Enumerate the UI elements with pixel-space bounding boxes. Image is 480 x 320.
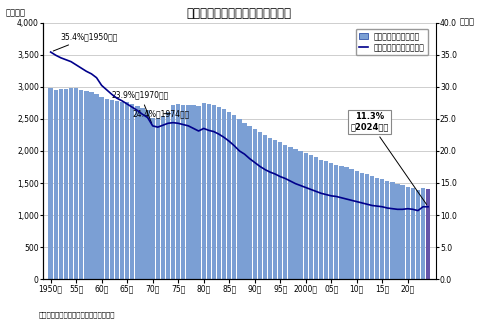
Bar [217,107,221,279]
Bar [222,109,226,279]
Bar [309,155,313,279]
Bar [416,190,420,279]
Bar [89,92,94,279]
Bar [288,147,293,279]
Bar [192,105,196,279]
Bar [303,153,308,279]
Y-axis label: （％）: （％） [460,17,475,26]
Bar [426,189,430,279]
Bar [268,138,272,279]
Legend: こどもの数（左目盛）, こどもの割合（右目盛）: こどもの数（左目盛）, こどもの割合（右目盛） [356,29,428,55]
Bar [390,182,395,279]
Bar [202,103,206,279]
Bar [59,89,63,279]
Bar [258,132,262,279]
Bar [48,88,53,279]
Bar [140,108,144,279]
Bar [151,118,155,279]
Bar [64,89,68,279]
Bar [176,105,180,279]
Bar [252,129,257,279]
Bar [400,185,405,279]
Text: 11.3%
（2024年）: 11.3% （2024年） [350,112,427,204]
Text: 23.9%（1970年）: 23.9%（1970年） [112,91,169,123]
Bar [375,178,379,279]
Bar [411,188,415,279]
Bar [181,105,185,279]
Bar [95,94,99,279]
Bar [283,145,288,279]
Bar [273,140,277,279]
Bar [396,184,400,279]
Bar [105,99,109,279]
Bar [115,101,119,279]
Bar [329,163,334,279]
Text: 24.4%（1974年）: 24.4%（1974年） [132,109,190,118]
Bar [421,188,425,279]
Text: 資料：　「国勢調査」及び「人口推計」: 資料： 「国勢調査」及び「人口推計」 [38,312,115,318]
Bar [349,169,354,279]
Bar [278,142,282,279]
Bar [370,176,374,279]
Text: 35.4%（1950年）: 35.4%（1950年） [53,32,118,51]
Bar [206,104,211,279]
Bar [227,112,231,279]
Bar [360,173,364,279]
Bar [54,90,58,279]
Bar [314,157,318,279]
Bar [237,119,241,279]
Bar [385,181,389,279]
Bar [365,174,369,279]
Bar [334,165,338,279]
Bar [355,171,359,279]
Bar [84,91,88,279]
Bar [406,187,410,279]
Bar [130,104,134,279]
Bar [74,88,78,279]
Bar [344,167,348,279]
Bar [110,100,114,279]
Bar [166,112,170,279]
Bar [339,166,344,279]
Bar [196,106,201,279]
Bar [125,102,129,279]
Bar [324,161,328,279]
Bar [299,151,303,279]
Bar [263,135,267,279]
Title: 図３　こどもの数及び割合の推移: 図３ こどもの数及び割合の推移 [187,7,292,20]
Bar [156,118,160,279]
Y-axis label: （万人）: （万人） [5,8,25,17]
Bar [161,116,165,279]
Bar [79,90,84,279]
Bar [319,159,323,279]
Bar [380,179,384,279]
Bar [120,102,124,279]
Bar [293,149,298,279]
Bar [135,106,140,279]
Bar [186,105,191,279]
Bar [242,123,247,279]
Bar [171,105,175,279]
Bar [99,97,104,279]
Bar [212,105,216,279]
Bar [145,110,150,279]
Bar [232,116,237,279]
Bar [247,126,252,279]
Bar [69,88,73,279]
